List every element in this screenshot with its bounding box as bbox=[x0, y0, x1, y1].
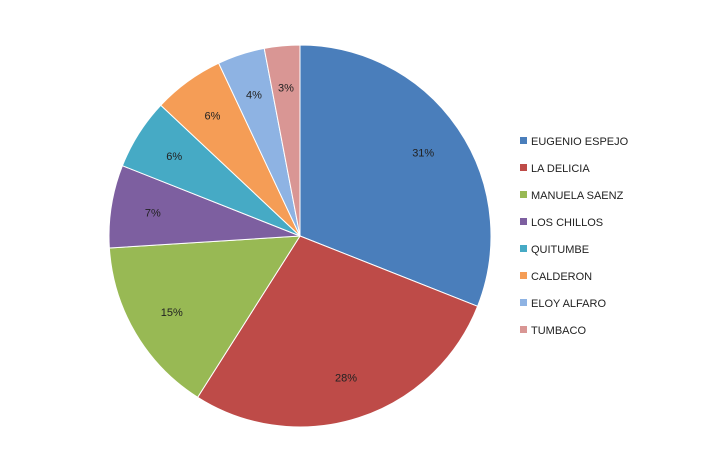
legend-swatch-la-delicia bbox=[520, 164, 527, 171]
legend-label-los-chillos: LOS CHILLOS bbox=[531, 217, 603, 229]
legend-swatch-los-chillos bbox=[520, 218, 527, 225]
legend-swatch-calderon bbox=[520, 272, 527, 279]
legend-swatch-tumbaco bbox=[520, 326, 527, 333]
pie-slice-eugenio-espejo bbox=[299, 44, 492, 307]
legend-label-manuela-saenz: MANUELA SAENZ bbox=[531, 190, 624, 202]
legend-label-tumbaco: TUMBACO bbox=[531, 325, 586, 337]
legend-label-calderon: CALDERON bbox=[531, 271, 592, 283]
data-label-calderon: 6% bbox=[204, 110, 220, 122]
pie-slice-manuela-saenz bbox=[108, 235, 301, 398]
legend-swatch-eloy-alfaro bbox=[520, 299, 527, 306]
data-label-eloy-alfaro: 4% bbox=[246, 89, 262, 101]
legend-swatch-quitumbe bbox=[520, 245, 527, 252]
pie-slices bbox=[108, 44, 492, 428]
legend-label-quitumbe: QUITUMBE bbox=[531, 244, 589, 256]
data-label-quitumbe: 6% bbox=[166, 151, 182, 163]
data-label-eugenio-espejo: 31% bbox=[412, 147, 434, 159]
pie-slice-la-delicia bbox=[196, 235, 479, 428]
legend-swatch-eugenio-espejo bbox=[520, 137, 527, 144]
legend-label-la-delicia: LA DELICIA bbox=[531, 163, 590, 175]
chart-legend: EUGENIO ESPEJO LA DELICIA MANUELA SAENZ LOS… bbox=[520, 136, 629, 337]
pie-data-labels: 31% 28% 15% 7% 6% 6% 4% 3% bbox=[145, 83, 435, 385]
legend-label-eloy-alfaro: ELOY ALFARO bbox=[531, 298, 606, 310]
data-label-tumbaco: 3% bbox=[278, 83, 294, 95]
pie-slice-tumbaco bbox=[263, 44, 301, 237]
data-label-los-chillos: 7% bbox=[145, 208, 161, 220]
data-label-la-delicia: 28% bbox=[335, 373, 357, 385]
data-label-manuela-saenz: 15% bbox=[161, 307, 183, 319]
legend-swatch-manuela-saenz bbox=[520, 191, 527, 198]
legend-label-eugenio-espejo: EUGENIO ESPEJO bbox=[531, 136, 629, 148]
